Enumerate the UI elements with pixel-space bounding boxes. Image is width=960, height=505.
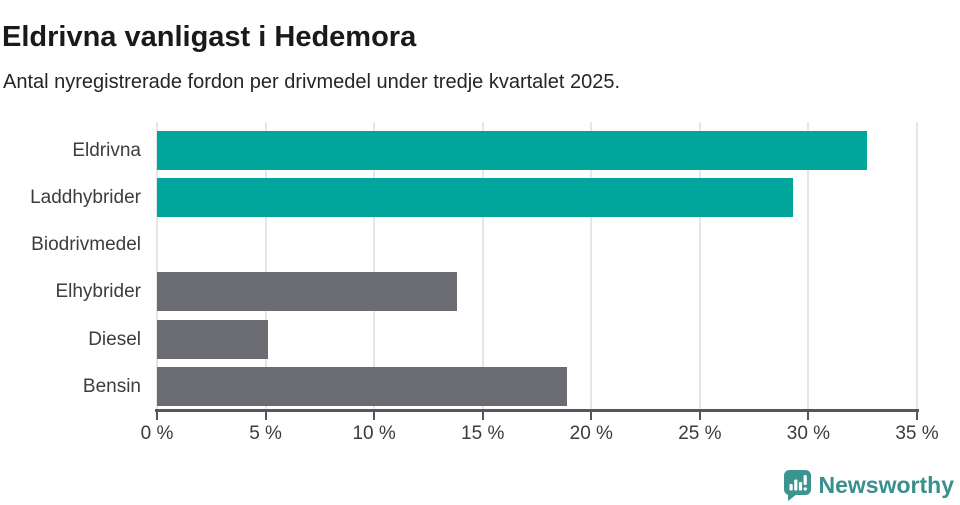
gridline (698, 122, 701, 410)
category-label: Elhybrider (55, 281, 141, 303)
gridline (156, 122, 158, 410)
gridline (807, 122, 810, 410)
x-axis-tick (807, 412, 810, 420)
x-axis-tick (156, 412, 158, 420)
category-labels: Eldrivna Laddhybrider Biodrivmedel Elhybrid… (0, 122, 141, 410)
x-axis-tick-label: 20 % (569, 423, 613, 444)
x-axis-tick-label: 25 % (678, 423, 722, 444)
gridline (373, 122, 376, 410)
x-axis-tick (373, 412, 376, 420)
chart-subtitle: Antal nyregistrerade fordon per drivmede… (3, 71, 621, 93)
gridline (916, 122, 918, 410)
page-title: Eldrivna vanligast i Hedemora (2, 21, 417, 54)
category-label: Diesel (88, 328, 141, 350)
brand-footer: Newsworthy (781, 469, 954, 502)
x-axis-tick-label: 5 % (249, 423, 282, 444)
x-axis-tick-label: 10 % (352, 423, 396, 444)
x-axis-tick-label: 0 % (140, 423, 174, 444)
plot-area: 0 % 5 % 10 % 15 % 20 % 25 % 30 % 35 % (141, 122, 939, 444)
x-axis-tick-label: 35 % (895, 423, 939, 444)
x-axis-tick-label: 15 % (461, 423, 505, 444)
category-label: Bensin (82, 375, 141, 397)
bar-chart: Eldrivna Laddhybrider Biodrivmedel Elhybrid… (0, 122, 939, 444)
category-label: Eldrivna (72, 139, 141, 161)
x-axis-line (155, 409, 919, 412)
bar-diesel (157, 319, 268, 359)
category-label: Laddhybrider (30, 186, 141, 208)
newsworthy-logo-icon (783, 470, 811, 501)
x-axis-tick (264, 412, 267, 420)
bar-laddhybrider (157, 177, 794, 217)
gridline (264, 122, 267, 410)
category-label: Biodrivmedel (31, 234, 141, 256)
x-axis-tick (481, 412, 484, 420)
x-axis-tick (698, 412, 701, 420)
gridline (590, 122, 593, 410)
x-axis-tick-label: 30 % (786, 423, 831, 444)
x-axis-tick (590, 412, 593, 420)
brand-name: Newsworthy (818, 472, 954, 498)
gridline (481, 122, 484, 410)
bar-elhybrider (157, 272, 457, 312)
x-axis-tick (916, 412, 918, 420)
bar-bensin (157, 366, 568, 406)
bar-eldrivna (157, 130, 868, 170)
